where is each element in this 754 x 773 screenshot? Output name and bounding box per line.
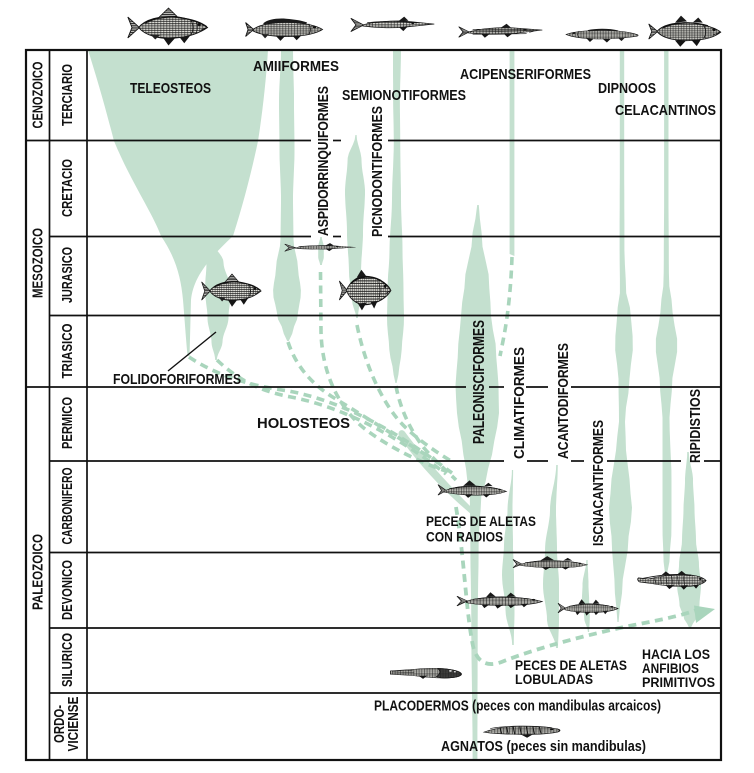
- svg-text:VICIENSE: VICIENSE: [66, 696, 82, 751]
- svg-text:PLACODERMOS (peces con mandibu: PLACODERMOS (peces con mandibulas arcaic…: [374, 699, 661, 715]
- svg-text:ACIPENSERIFORMES: ACIPENSERIFORMES: [460, 66, 591, 83]
- svg-text:CARBONIFERO: CARBONIFERO: [60, 468, 76, 545]
- svg-text:AMIIFORMES: AMIIFORMES: [253, 58, 339, 75]
- svg-text:JURASICO: JURASICO: [60, 247, 76, 303]
- svg-text:AGNATOS (peces sin mandibulas): AGNATOS (peces sin mandibulas): [441, 739, 646, 755]
- svg-text:PALEONISCIFORMES: PALEONISCIFORMES: [471, 320, 488, 444]
- svg-text:DEVONICO: DEVONICO: [60, 560, 76, 620]
- svg-text:ORDO-: ORDO-: [52, 705, 68, 743]
- svg-text:FOLIDOFORIFORMES: FOLIDOFORIFORMES: [113, 371, 241, 388]
- svg-text:LOBULADAS: LOBULADAS: [515, 672, 593, 687]
- svg-text:TERCIARIO: TERCIARIO: [60, 64, 76, 126]
- svg-text:MESOZOICO: MESOZOICO: [31, 228, 47, 298]
- svg-text:DIPNOOS: DIPNOOS: [598, 80, 656, 97]
- svg-text:SILURICO: SILURICO: [60, 633, 76, 687]
- svg-text:HACIA LOS: HACIA LOS: [642, 647, 710, 662]
- svg-text:ACANTODIFORMES: ACANTODIFORMES: [555, 343, 572, 459]
- svg-text:PECES DE ALETAS: PECES DE ALETAS: [515, 658, 627, 673]
- svg-text:PECES DE ALETAS: PECES DE ALETAS: [426, 514, 536, 529]
- svg-text:CENOZOICO: CENOZOICO: [31, 62, 47, 129]
- svg-text:ANFIBIOS: ANFIBIOS: [642, 661, 699, 676]
- svg-text:SEMIONOTIFORMES: SEMIONOTIFORMES: [342, 87, 466, 104]
- svg-text:HOLOSTEOS: HOLOSTEOS: [257, 415, 350, 432]
- svg-text:RIPIDISTIOS: RIPIDISTIOS: [687, 389, 704, 463]
- svg-text:TELEOSTEOS: TELEOSTEOS: [130, 80, 211, 97]
- svg-text:ISCNACANTIFORMES: ISCNACANTIFORMES: [590, 420, 607, 546]
- svg-text:ASPIDORRINQUIFORMES: ASPIDORRINQUIFORMES: [315, 86, 332, 236]
- svg-text:PERMICO: PERMICO: [60, 397, 76, 449]
- svg-text:PALEOZOICO: PALEOZOICO: [31, 534, 47, 610]
- svg-text:PICNODONTIFORMES: PICNODONTIFORMES: [369, 106, 386, 237]
- svg-text:CON RADIOS: CON RADIOS: [426, 530, 503, 545]
- svg-text:CLIMATIFORMES: CLIMATIFORMES: [511, 347, 528, 459]
- svg-text:CRETACIO: CRETACIO: [60, 159, 76, 217]
- svg-text:PRIMITIVOS: PRIMITIVOS: [642, 675, 715, 690]
- svg-text:TRIASICO: TRIASICO: [60, 324, 76, 379]
- svg-text:CELACANTINOS: CELACANTINOS: [615, 102, 716, 119]
